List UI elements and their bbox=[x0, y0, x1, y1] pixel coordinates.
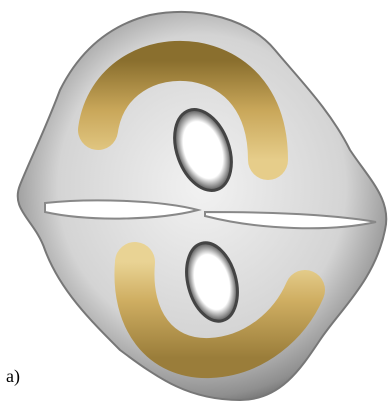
panel-label: a) bbox=[6, 366, 20, 387]
figure: a) bbox=[0, 0, 390, 417]
surface-render bbox=[0, 0, 390, 417]
